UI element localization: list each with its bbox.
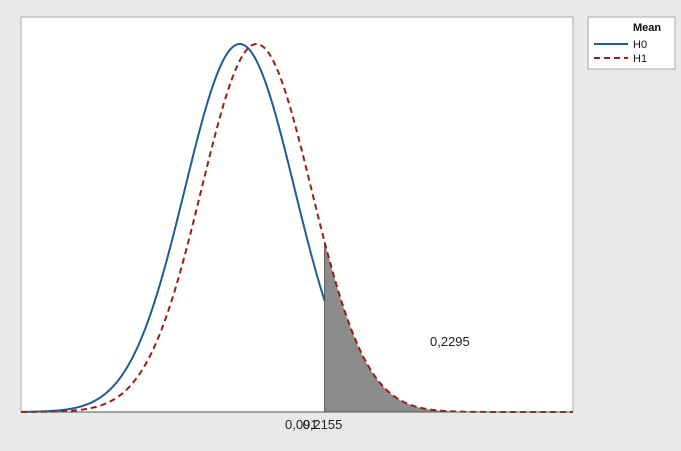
shaded-power-region (324, 241, 573, 412)
legend-label-h1: H1 (633, 53, 647, 65)
legend-title: Mean (633, 22, 661, 34)
shaded-area-value-label: 0,2295 (430, 334, 470, 349)
x-tick-label-critical: 0,2155 (303, 417, 343, 432)
legend-label-h0: H0 (633, 39, 647, 51)
legend: Mean H0 H1 (587, 16, 676, 70)
plot-area (20, 16, 574, 413)
x-tick-label-mean: 0,091 (285, 417, 318, 432)
h0-curve (20, 42, 326, 413)
